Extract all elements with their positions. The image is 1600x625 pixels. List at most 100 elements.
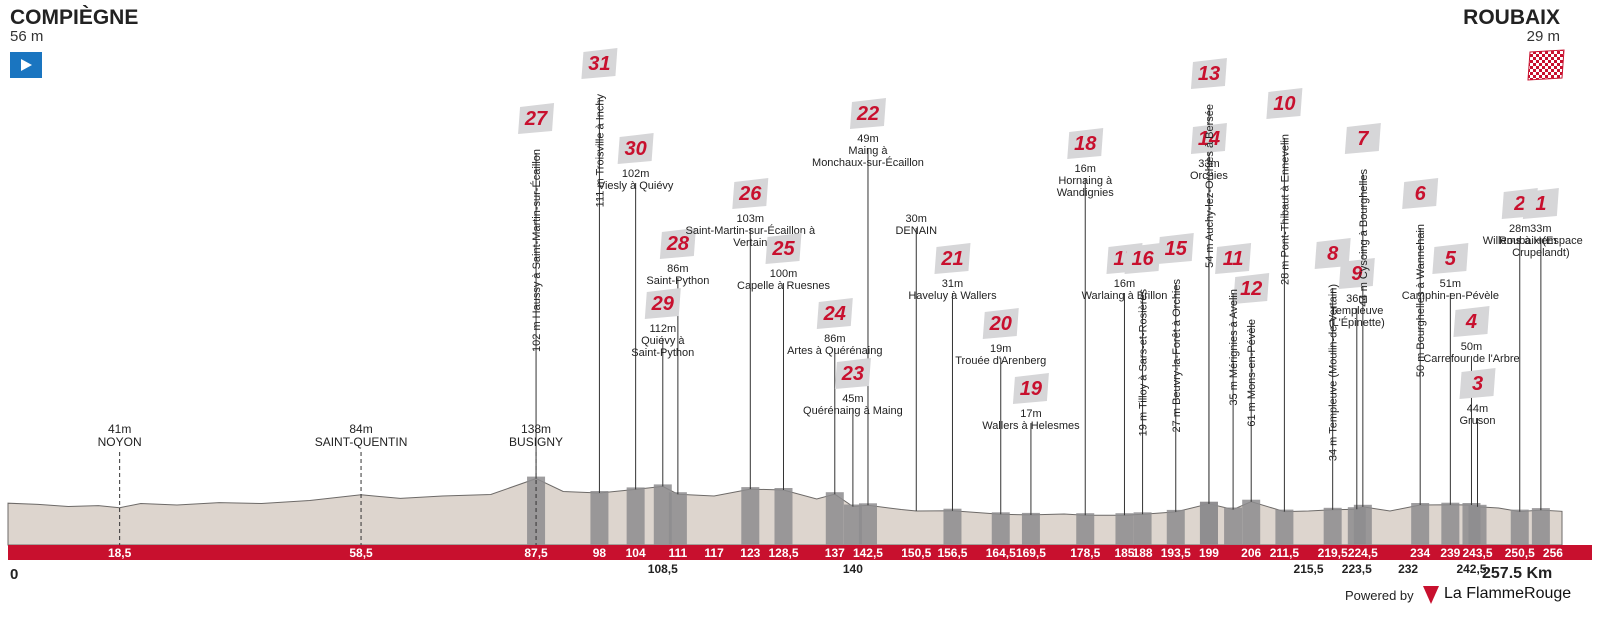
cobble-band-25 <box>774 488 793 545</box>
sector-altitude: 31m <box>942 278 963 290</box>
sector-number: 29 <box>651 293 675 315</box>
sector-altitude: 30m <box>906 213 927 225</box>
sector-number: 22 <box>856 103 879 125</box>
sector-number: 28 <box>666 233 690 255</box>
sector-name: Saint-Martin-sur-Écaillon à <box>685 224 815 237</box>
sector-flag-icon <box>732 178 769 209</box>
sector-number: 8 <box>1327 243 1339 265</box>
x-tick-label: 142,5 <box>853 546 883 560</box>
sector-altitude: 49m <box>857 133 878 145</box>
x-tick-label-below: 223,5 <box>1342 562 1372 576</box>
x-tick-label: 117 <box>704 546 724 560</box>
sector-number: 14 <box>1198 128 1220 150</box>
sector-vertical-label: 111 m Troisville à Inchy <box>594 94 606 208</box>
sector-number: 23 <box>841 363 864 385</box>
sector-number: 13 <box>1198 63 1220 85</box>
cobble-band-2 <box>1510 509 1529 545</box>
x-tick-label: 178,5 <box>1070 546 1100 560</box>
sector-flag-icon <box>816 298 853 329</box>
start-town: COMPIÈGNE <box>10 6 139 29</box>
x-tick-label: 211,5 <box>1270 546 1300 560</box>
cobble-band-7 <box>1353 504 1372 545</box>
sector-flag-icon <box>1157 233 1194 264</box>
cobble-band-30 <box>626 487 645 545</box>
cobble-band-5 <box>1441 502 1460 545</box>
cobble-band-31 <box>590 491 609 545</box>
cobble-band-18 <box>1076 513 1095 545</box>
sector-number: 9 <box>1351 263 1363 285</box>
sector-vertical-label: 19 m Tilloy à Sars-et-Rosières <box>1138 289 1150 437</box>
sector-flag-icon <box>1190 123 1227 154</box>
sector-flag-icon <box>1522 188 1559 219</box>
x-tick-label: 185 <box>1114 546 1134 560</box>
flamme-rouge-logo-icon <box>1423 586 1439 604</box>
cobble-band-15 <box>1166 509 1185 545</box>
sector-flag-icon <box>1190 58 1227 89</box>
sector-name: Quérénaing à Maing <box>803 405 903 417</box>
sector-name: Crupelandt) <box>1512 247 1569 259</box>
cobble-band-26 <box>741 487 760 545</box>
town-name: NOYON <box>98 435 142 449</box>
sector-flag-icon <box>1067 128 1104 159</box>
annotation-labels: 41mNOYON84mSAINT-QUENTIN138mBUSIGNY31111… <box>98 48 1583 461</box>
sector-number: 7 <box>1357 128 1369 150</box>
sector-number: 15 <box>1165 238 1188 260</box>
sector-flag-icon <box>1124 243 1161 274</box>
cobble-band-29 <box>653 484 672 545</box>
annotation-lines <box>119 98 1542 545</box>
sector-flag-icon <box>581 48 618 79</box>
x-tick-label: 150,5 <box>901 546 931 560</box>
x-tick-label: 199 <box>1199 546 1219 560</box>
x-tick-label: 128,5 <box>768 546 798 560</box>
town-name: BUSIGNY <box>509 435 563 449</box>
sector-flag-icon <box>982 308 1019 339</box>
cobble-band-8 <box>1323 507 1342 545</box>
sector-altitude: 102m <box>622 168 650 180</box>
sector-number: 18 <box>1074 133 1097 155</box>
x-tick-label: 137 <box>825 546 845 560</box>
sector-name: Quiévy à <box>641 335 685 347</box>
finish-flag-icon <box>1527 49 1565 81</box>
brand-name[interactable]: La FlammeRouge <box>1444 585 1572 602</box>
cobble-sector-bands <box>527 476 1550 545</box>
cobble-band-22 <box>858 503 877 545</box>
sector-vertical-label: 102 m Haussy à Saint-Martin-sur-Écaillon <box>530 149 543 352</box>
sector-number: 12 <box>1240 278 1262 300</box>
sector-name: Saint-Python <box>646 275 709 287</box>
cobble-band-1 <box>1531 508 1550 545</box>
x-tick-label: 239 <box>1440 546 1460 560</box>
sector-vertical-label: 34 m Templeuve (Moulin-de-Vertain) <box>1328 284 1340 461</box>
x-tick-label-below: 232 <box>1398 562 1418 576</box>
cobble-band-28 <box>668 492 687 545</box>
sector-name: Orchies <box>1190 170 1228 182</box>
x-tick-label: 123 <box>740 546 760 560</box>
x-tick-label: 256 <box>1543 546 1563 560</box>
cobble-band-6 <box>1411 503 1430 545</box>
x-tick-label: 98 <box>593 546 607 560</box>
x-tick-label: 156,5 <box>937 546 967 560</box>
sector-number: 16 <box>1131 248 1154 270</box>
sector-name: Hornaing à <box>1058 175 1113 187</box>
sector-number: 11 <box>1223 248 1244 270</box>
sector-number: 5 <box>1445 248 1457 270</box>
sector-name: Saint-Python <box>631 347 694 359</box>
sector-flag-icon <box>617 133 654 164</box>
sector-flag-icon <box>1344 123 1381 154</box>
sector-name: DENAIN <box>895 225 937 237</box>
sector-flag-icon <box>644 288 681 319</box>
sector-number: 3 <box>1472 373 1483 395</box>
sector-name: Viesly à Quiévy <box>598 180 674 192</box>
sector-number: 6 <box>1415 183 1427 205</box>
x-tick-label: 224,5 <box>1348 546 1378 560</box>
sector-flag-icon <box>1233 273 1270 304</box>
cobble-band-20 <box>991 512 1010 545</box>
sector-number: 24 <box>823 303 846 325</box>
x-tick-label: 206 <box>1241 546 1261 560</box>
sector-name: Templeuve <box>1330 305 1383 317</box>
sector-flag-icon <box>849 98 886 129</box>
sector-flag-icon <box>1266 88 1303 119</box>
x-tick-label: 219,5 <box>1318 546 1348 560</box>
sector-number: 26 <box>738 183 762 205</box>
sector-flag-icon <box>1215 243 1252 274</box>
